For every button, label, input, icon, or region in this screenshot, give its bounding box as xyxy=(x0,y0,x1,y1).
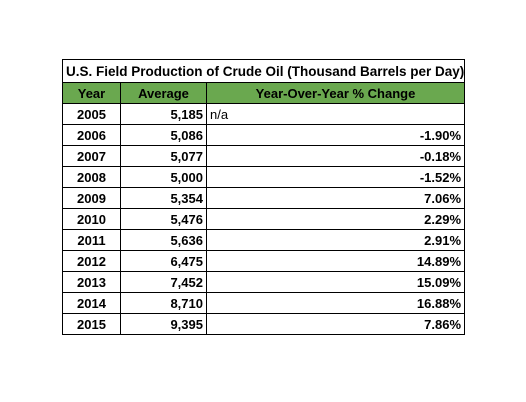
data-table-container: U.S. Field Production of Crude Oil (Thou… xyxy=(61,59,466,335)
column-header-year: Year xyxy=(62,82,121,104)
table-title-row: U.S. Field Production of Crude Oil (Thou… xyxy=(61,59,466,83)
cell-year: 2005 xyxy=(62,103,121,125)
column-header-yoy-change: Year-Over-Year % Change xyxy=(205,82,466,104)
table-row: 2014 8,710 16.88% xyxy=(62,292,466,314)
table-row: 2012 6,475 14.89% xyxy=(62,250,466,272)
cell-yoy-change: -1.52% xyxy=(205,166,466,188)
cell-yoy-change: 16.88% xyxy=(205,292,466,314)
cell-yoy-change: -0.18% xyxy=(205,145,466,167)
cell-average: 6,475 xyxy=(120,250,207,272)
cell-yoy-change: 2.91% xyxy=(205,229,466,251)
table-row: 2008 5,000 -1.52% xyxy=(62,166,466,188)
cell-year: 2014 xyxy=(62,292,121,314)
cell-average: 5,354 xyxy=(120,187,207,209)
cell-year: 2015 xyxy=(62,313,121,335)
table-row: 2010 5,476 2.29% xyxy=(62,208,466,230)
cell-year: 2013 xyxy=(62,271,121,293)
table-header-row: Year Average Year-Over-Year % Change xyxy=(62,82,466,104)
cell-year: 2010 xyxy=(62,208,121,230)
cell-yoy-change: 2.29% xyxy=(205,208,466,230)
cell-year: 2006 xyxy=(62,124,121,146)
cell-yoy-change: 15.09% xyxy=(205,271,466,293)
table-row: 2006 5,086 -1.90% xyxy=(62,124,466,146)
cell-year: 2009 xyxy=(62,187,121,209)
cell-year: 2007 xyxy=(62,145,121,167)
cell-year: 2011 xyxy=(62,229,121,251)
cell-average: 5,476 xyxy=(120,208,207,230)
table-row: 2011 5,636 2.91% xyxy=(62,229,466,251)
cell-average: 7,452 xyxy=(120,271,207,293)
cell-average: 5,077 xyxy=(120,145,207,167)
table-title: U.S. Field Production of Crude Oil (Thou… xyxy=(61,59,466,83)
table-body: 2005 5,185 n/a 2006 5,086 -1.90% 2007 5,077 -0.1… xyxy=(62,103,466,335)
crude-oil-production-table: U.S. Field Production of Crude Oil (Thou… xyxy=(61,59,466,335)
cell-average: 5,086 xyxy=(120,124,207,146)
cell-average: 8,710 xyxy=(120,292,207,314)
table-row: 2007 5,077 -0.18% xyxy=(62,145,466,167)
cell-year: 2008 xyxy=(62,166,121,188)
cell-yoy-change: -1.90% xyxy=(205,124,466,146)
cell-yoy-change: 7.06% xyxy=(205,187,466,209)
cell-yoy-change: 7.86% xyxy=(205,313,466,335)
cell-average: 5,636 xyxy=(120,229,207,251)
column-header-average: Average xyxy=(120,82,207,104)
table-row: 2009 5,354 7.06% xyxy=(62,187,466,209)
table-row: 2013 7,452 15.09% xyxy=(62,271,466,293)
table-row: 2015 9,395 7.86% xyxy=(62,313,466,335)
cell-average: 5,185 xyxy=(120,103,207,125)
cell-average: 9,395 xyxy=(120,313,207,335)
cell-year: 2012 xyxy=(62,250,121,272)
cell-yoy-change: n/a xyxy=(205,103,466,125)
table-row: 2005 5,185 n/a xyxy=(62,103,466,125)
cell-average: 5,000 xyxy=(120,166,207,188)
cell-yoy-change: 14.89% xyxy=(205,250,466,272)
